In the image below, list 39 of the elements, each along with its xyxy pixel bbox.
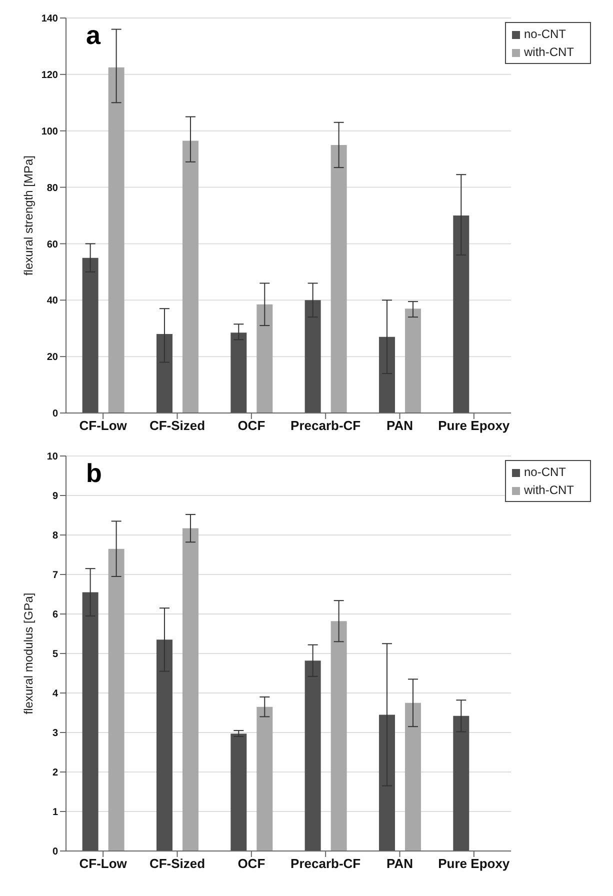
x-tick-label: CF-Low bbox=[79, 856, 128, 872]
legend-label: no-CNT bbox=[524, 465, 566, 479]
y-tick-label: 9 bbox=[52, 491, 58, 502]
y-tick-label: 120 bbox=[41, 70, 58, 81]
x-tick-label: Pure Epoxy bbox=[438, 418, 510, 434]
x-tick-label: PAN bbox=[386, 418, 413, 434]
y-tick-label: 2 bbox=[52, 768, 58, 779]
y-tick-label: 0 bbox=[52, 846, 58, 858]
x-tick-label: Precarb-CF bbox=[290, 418, 361, 434]
x-tick-label: CF-Sized bbox=[149, 418, 206, 434]
legend-label: no-CNT bbox=[524, 27, 566, 41]
y-tick-label: 7 bbox=[52, 570, 58, 582]
y-axis-title: flexural modulus [GPa] bbox=[21, 592, 36, 714]
legend-label: with-CNT bbox=[524, 483, 574, 497]
y-tick-label: 5 bbox=[52, 649, 58, 660]
x-tick-label: PAN bbox=[386, 856, 413, 872]
y-tick-label: 100 bbox=[41, 126, 58, 138]
y-axis-title: flexural strength [MPa] bbox=[21, 155, 36, 276]
y-tick-label: 80 bbox=[46, 182, 58, 194]
x-tick-label: Pure Epoxy bbox=[438, 856, 510, 872]
chart-title: b bbox=[86, 458, 102, 489]
x-tick-label: CF-Sized bbox=[149, 856, 206, 872]
y-tick-label: 10 bbox=[46, 452, 58, 463]
y-tick-label: 3 bbox=[52, 728, 58, 740]
x-tick-label: OCF bbox=[238, 856, 266, 872]
y-tick-label: 20 bbox=[46, 352, 58, 364]
y-tick-label: 0 bbox=[52, 408, 58, 420]
y-tick-label: 4 bbox=[52, 688, 58, 700]
x-tick-label: OCF bbox=[238, 418, 266, 434]
x-tick-label: Precarb-CF bbox=[290, 856, 361, 872]
x-tick-label: CF-Low bbox=[79, 418, 128, 434]
y-tick-label: 8 bbox=[52, 530, 58, 542]
y-tick-label: 140 bbox=[41, 14, 58, 25]
y-tick-label: 40 bbox=[46, 296, 58, 307]
chart-title: a bbox=[86, 20, 100, 51]
y-tick-label: 1 bbox=[52, 807, 58, 818]
legend-label: with-CNT bbox=[524, 45, 574, 59]
y-tick-label: 60 bbox=[46, 239, 58, 250]
y-tick-label: 6 bbox=[52, 610, 58, 621]
